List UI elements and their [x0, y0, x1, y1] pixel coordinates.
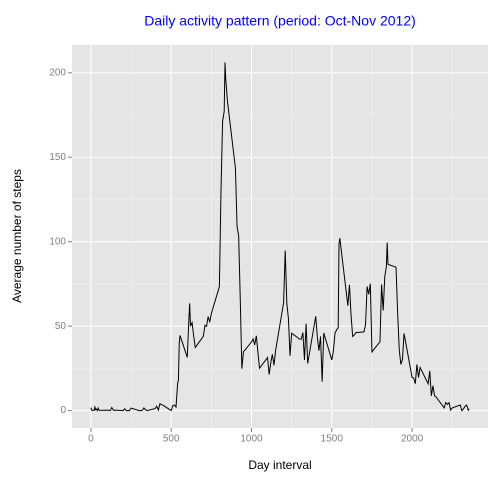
y-tick-label: 100 [49, 236, 66, 247]
x-tick-label: 1500 [321, 434, 344, 445]
y-tick-label: 0 [60, 405, 66, 416]
x-tick-label: 500 [163, 434, 180, 445]
y-tick-label: 200 [49, 67, 66, 78]
panel [72, 45, 488, 428]
x-tick-label: 1000 [240, 434, 263, 445]
chart-title: Daily activity pattern (period: Oct-Nov … [144, 13, 416, 29]
x-tick-label: 0 [88, 434, 94, 445]
y-tick-label: 50 [55, 321, 67, 332]
data-line [90, 62, 470, 412]
x-tick-label: 2000 [401, 434, 424, 445]
y-axis-title: Average number of steps [10, 169, 24, 303]
x-axis-title: Day interval [248, 458, 311, 472]
y-tick-label: 150 [49, 152, 66, 163]
